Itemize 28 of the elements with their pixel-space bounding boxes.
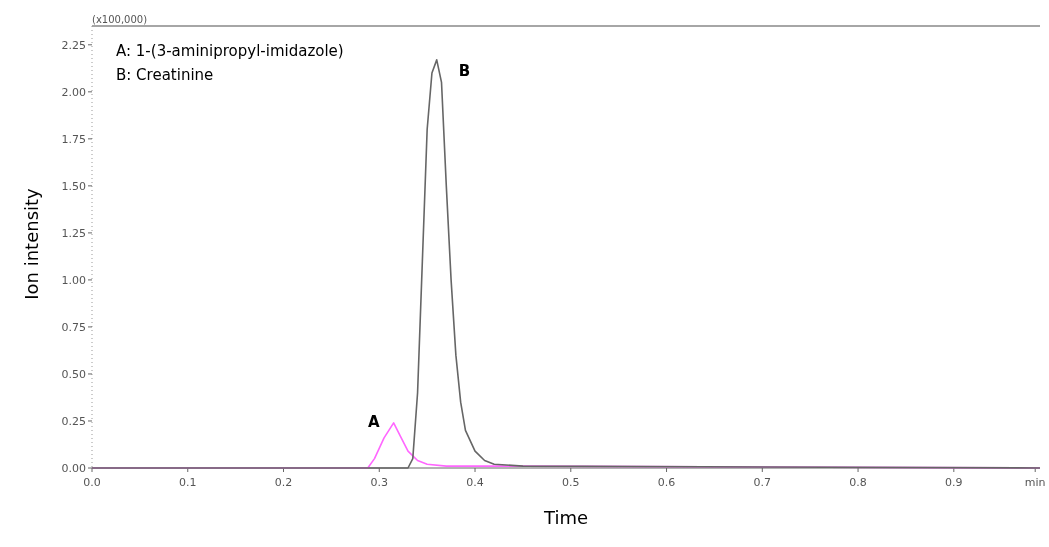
x-tick-label: 0.4 bbox=[466, 476, 484, 489]
y-tick-label: 0.00 bbox=[61, 462, 86, 475]
y-tick-label: 0.50 bbox=[61, 367, 86, 381]
y-tick-label: 0.75 bbox=[61, 320, 86, 334]
x-tick-label: 0.0 bbox=[83, 476, 101, 489]
annotation: B: Creatinine bbox=[116, 66, 214, 84]
y-tick-label: 1.50 bbox=[61, 179, 86, 193]
y-tick-label: 1.75 bbox=[61, 132, 86, 146]
annotation: A: 1-(3-aminipropyl-imidazole) bbox=[116, 42, 344, 60]
x-tick-label: 0.7 bbox=[753, 476, 772, 489]
x-tick-label: min bbox=[1024, 476, 1046, 489]
y-tick-label: 0.25 bbox=[61, 414, 86, 428]
y-tick-label: 2.00 bbox=[61, 85, 86, 99]
y-tick-label: 1.25 bbox=[61, 226, 86, 240]
annotation: B bbox=[458, 61, 471, 80]
text: (x100,000) bbox=[92, 14, 148, 25]
x-axis-title: Time bbox=[542, 507, 589, 528]
x-tick-label: 0.2 bbox=[274, 476, 293, 489]
y-axis-title: Ion intensity bbox=[21, 187, 42, 300]
x-tick-label: 0.5 bbox=[562, 476, 580, 489]
x-tick-label: 0.3 bbox=[370, 476, 389, 489]
x-tick-label: 0.8 bbox=[849, 476, 867, 489]
x-tick-label: 0.1 bbox=[179, 476, 197, 489]
y-tick-label: 1.00 bbox=[61, 273, 86, 287]
x-tick-label: 0.9 bbox=[945, 476, 963, 489]
annotation: A bbox=[368, 412, 381, 431]
y-tick-label: 2.25 bbox=[61, 38, 86, 52]
x-tick-label: 0.6 bbox=[657, 476, 676, 489]
